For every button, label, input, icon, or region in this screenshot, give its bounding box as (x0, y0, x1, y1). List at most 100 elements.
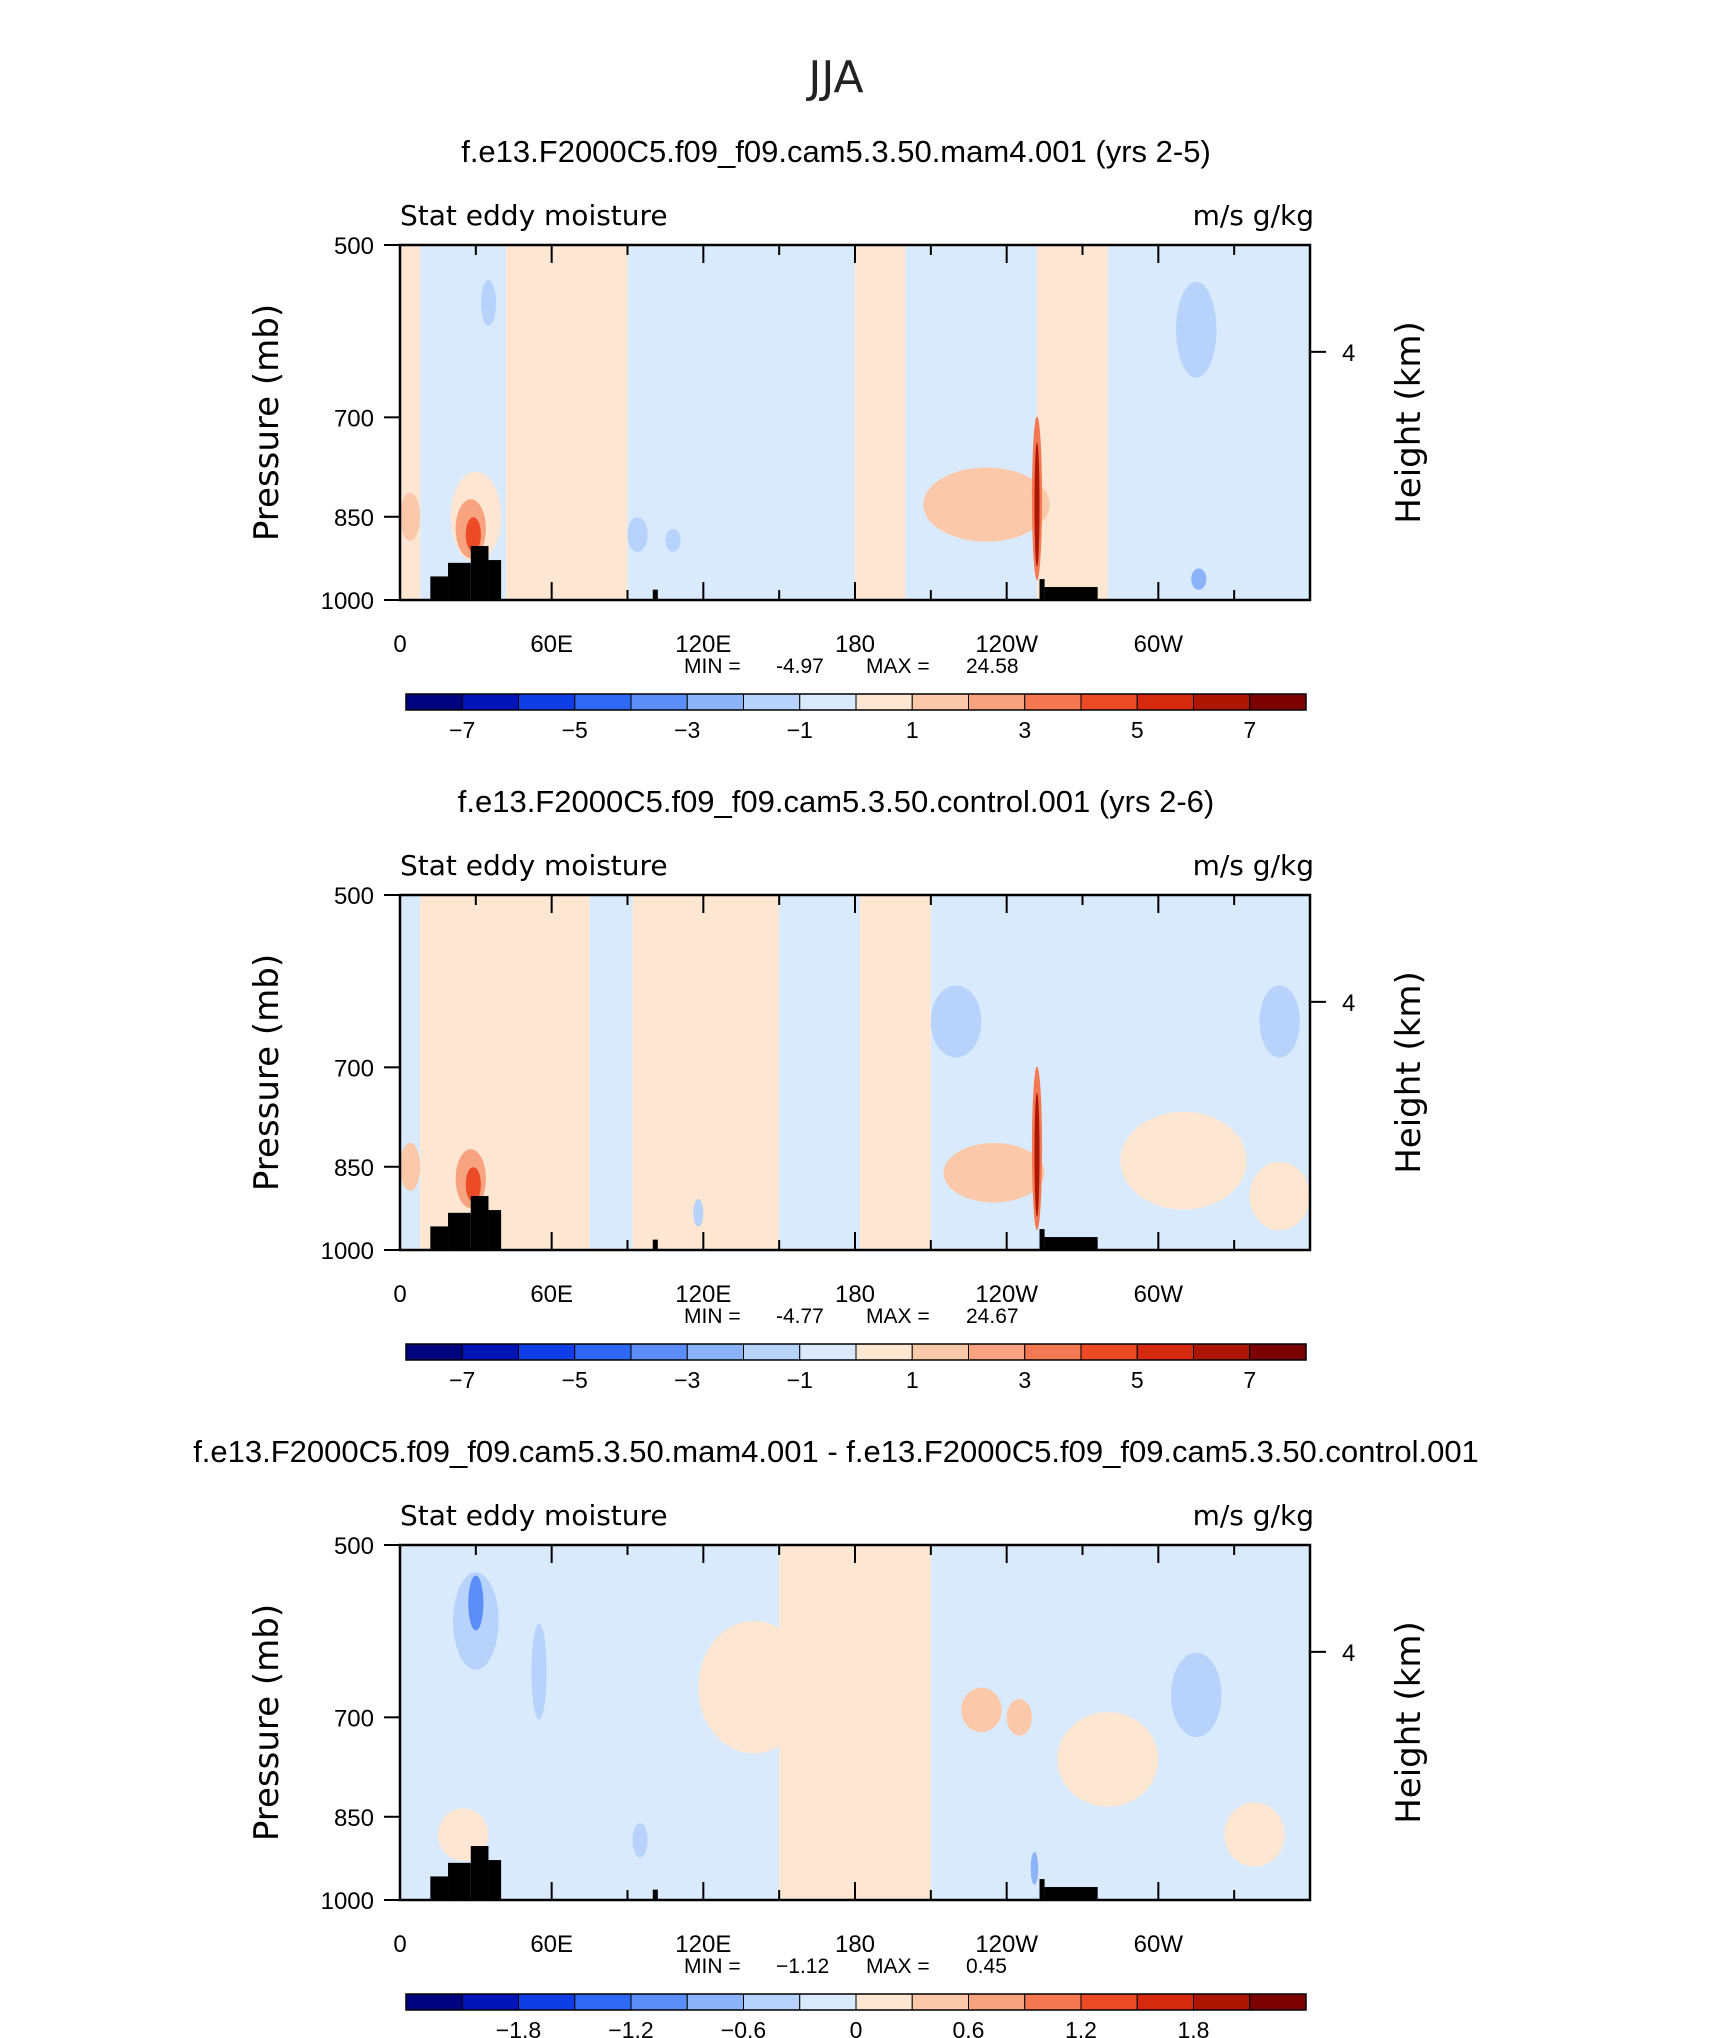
colorbar-box (461, 693, 519, 711)
contour-feature-7 (665, 528, 681, 552)
field-band-2 (420, 895, 590, 1250)
colorbar-box (574, 1993, 632, 2011)
right-string: m/s g/kg (1193, 1499, 1314, 1532)
colorbar-box (799, 1993, 857, 2011)
right-string: m/s g/kg (1193, 199, 1314, 232)
contour-field (400, 1545, 1310, 1900)
contour-feature-8 (923, 467, 1050, 542)
colorbar-box (686, 693, 744, 711)
colorbar-box (461, 1343, 519, 1361)
min-label: MIN = (684, 1955, 741, 1978)
colorbar-box (574, 693, 632, 711)
colorbar-label: −3 (674, 717, 700, 743)
topography-3 (470, 1846, 489, 1900)
colorbar-box (799, 693, 857, 711)
y-right-tick-label: 4 (1342, 1640, 1355, 1667)
contour-field (400, 245, 1310, 600)
field-band-5 (855, 245, 906, 600)
y-axis-label: Pressure (mb) (247, 954, 287, 1191)
max-value: 0.45 (966, 1955, 1007, 1978)
colorbar-box (743, 1993, 801, 2011)
colorbar-label: −1 (787, 1367, 813, 1393)
contour-feature-12 (1030, 1851, 1039, 1885)
field-band-1 (400, 895, 421, 1250)
colorbar-label: −3 (674, 1367, 700, 1393)
max-value: 24.67 (966, 1305, 1019, 1328)
min-label: MIN = (684, 655, 741, 678)
x-tick-label: 0 (393, 631, 406, 658)
contour-feature-8 (1034, 1092, 1040, 1217)
panel-1: f.e13.F2000C5.f09_f09.cam5.3.50.mam4.001… (247, 134, 1429, 743)
y-right-axis-label: Height (km) (1389, 1621, 1429, 1824)
x-tick-label: 120E (675, 1281, 731, 1308)
left-string: Stat eddy moisture (400, 1499, 668, 1532)
colorbar: −1.8 −1.2 −0.6 0 0.6 1.2 1.8 (405, 1993, 1307, 2038)
field-band-5 (779, 895, 861, 1250)
colorbar-box (968, 693, 1026, 711)
max-label: MAX = (866, 655, 930, 678)
colorbar-frame (405, 1343, 1307, 1361)
x-tick-label: 60W (1134, 631, 1184, 658)
colorbar-box (799, 1343, 857, 1361)
y-tick-label: 700 (334, 1705, 374, 1732)
contour-field (400, 895, 1310, 1250)
contour-feature-11 (1057, 1712, 1159, 1807)
contour-feature-11 (1176, 281, 1217, 378)
colorbar-frame (405, 1993, 1307, 2011)
colorbar-box (1024, 1993, 1082, 2011)
panel-title: f.e13.F2000C5.f09_f09.cam5.3.50.mam4.001… (193, 1434, 1479, 1469)
colorbar-box (630, 1993, 688, 2011)
contour-feature-12 (693, 1199, 704, 1227)
y-tick-label: 700 (334, 1055, 374, 1082)
contour-feature-5 (961, 1687, 1002, 1733)
y-tick-label: 500 (334, 1533, 374, 1560)
y-axis-label: Pressure (mb) (247, 1604, 287, 1841)
colorbar-box (1193, 1993, 1251, 2011)
topography-6 (1039, 1229, 1045, 1250)
colorbar-box (1080, 693, 1138, 711)
field-band-7 (1037, 245, 1108, 600)
y-tick-label: 850 (334, 505, 374, 532)
y-right-tick-label: 4 (1342, 340, 1355, 367)
colorbar-label: −5 (562, 717, 588, 743)
min-value: -4.77 (776, 1305, 824, 1328)
colorbar-label: 3 (1018, 1367, 1031, 1393)
colorbar-label: 5 (1131, 717, 1144, 743)
topography-4 (488, 1210, 502, 1250)
topography-1 (430, 576, 449, 600)
topography-3 (470, 1196, 489, 1250)
y-tick-label: 850 (334, 1155, 374, 1182)
x-tick-label: 180 (835, 1281, 875, 1308)
topography-4 (488, 1860, 502, 1900)
colorbar-box (630, 1343, 688, 1361)
contour-feature-10 (1034, 442, 1040, 567)
colorbar-box (1136, 693, 1194, 711)
colorbar-box (743, 693, 801, 711)
min-label: MIN = (684, 1305, 741, 1328)
contour-feature-3 (465, 517, 481, 552)
y-tick-label: 500 (334, 883, 374, 910)
y-tick-label: 1000 (321, 1888, 374, 1915)
left-string: Stat eddy moisture (400, 849, 668, 882)
topography-7 (1044, 1887, 1098, 1900)
colorbar-label: −1.8 (496, 2017, 541, 2038)
colorbar-label: 7 (1243, 1367, 1256, 1393)
colorbar: −7 −5 −3 −1 1 3 5 7 (405, 693, 1307, 743)
contour-feature-3 (531, 1623, 547, 1720)
colorbar-box (855, 693, 913, 711)
colorbar-box (1193, 693, 1251, 711)
colorbar-box (1193, 1343, 1251, 1361)
x-tick-label: 120W (975, 1931, 1038, 1958)
colorbar-box (686, 1343, 744, 1361)
colorbar-label: 0 (850, 2017, 863, 2038)
colorbar-label: 5 (1131, 1367, 1144, 1393)
colorbar-box (1080, 1343, 1138, 1361)
colorbar-box (743, 1343, 801, 1361)
topography-7 (1044, 587, 1098, 600)
y-right-axis-label: Height (km) (1389, 971, 1429, 1174)
colorbar-box (911, 693, 969, 711)
colorbar-box (405, 693, 463, 711)
contour-feature-10 (1249, 1161, 1310, 1231)
colorbar-box (518, 1993, 576, 2011)
